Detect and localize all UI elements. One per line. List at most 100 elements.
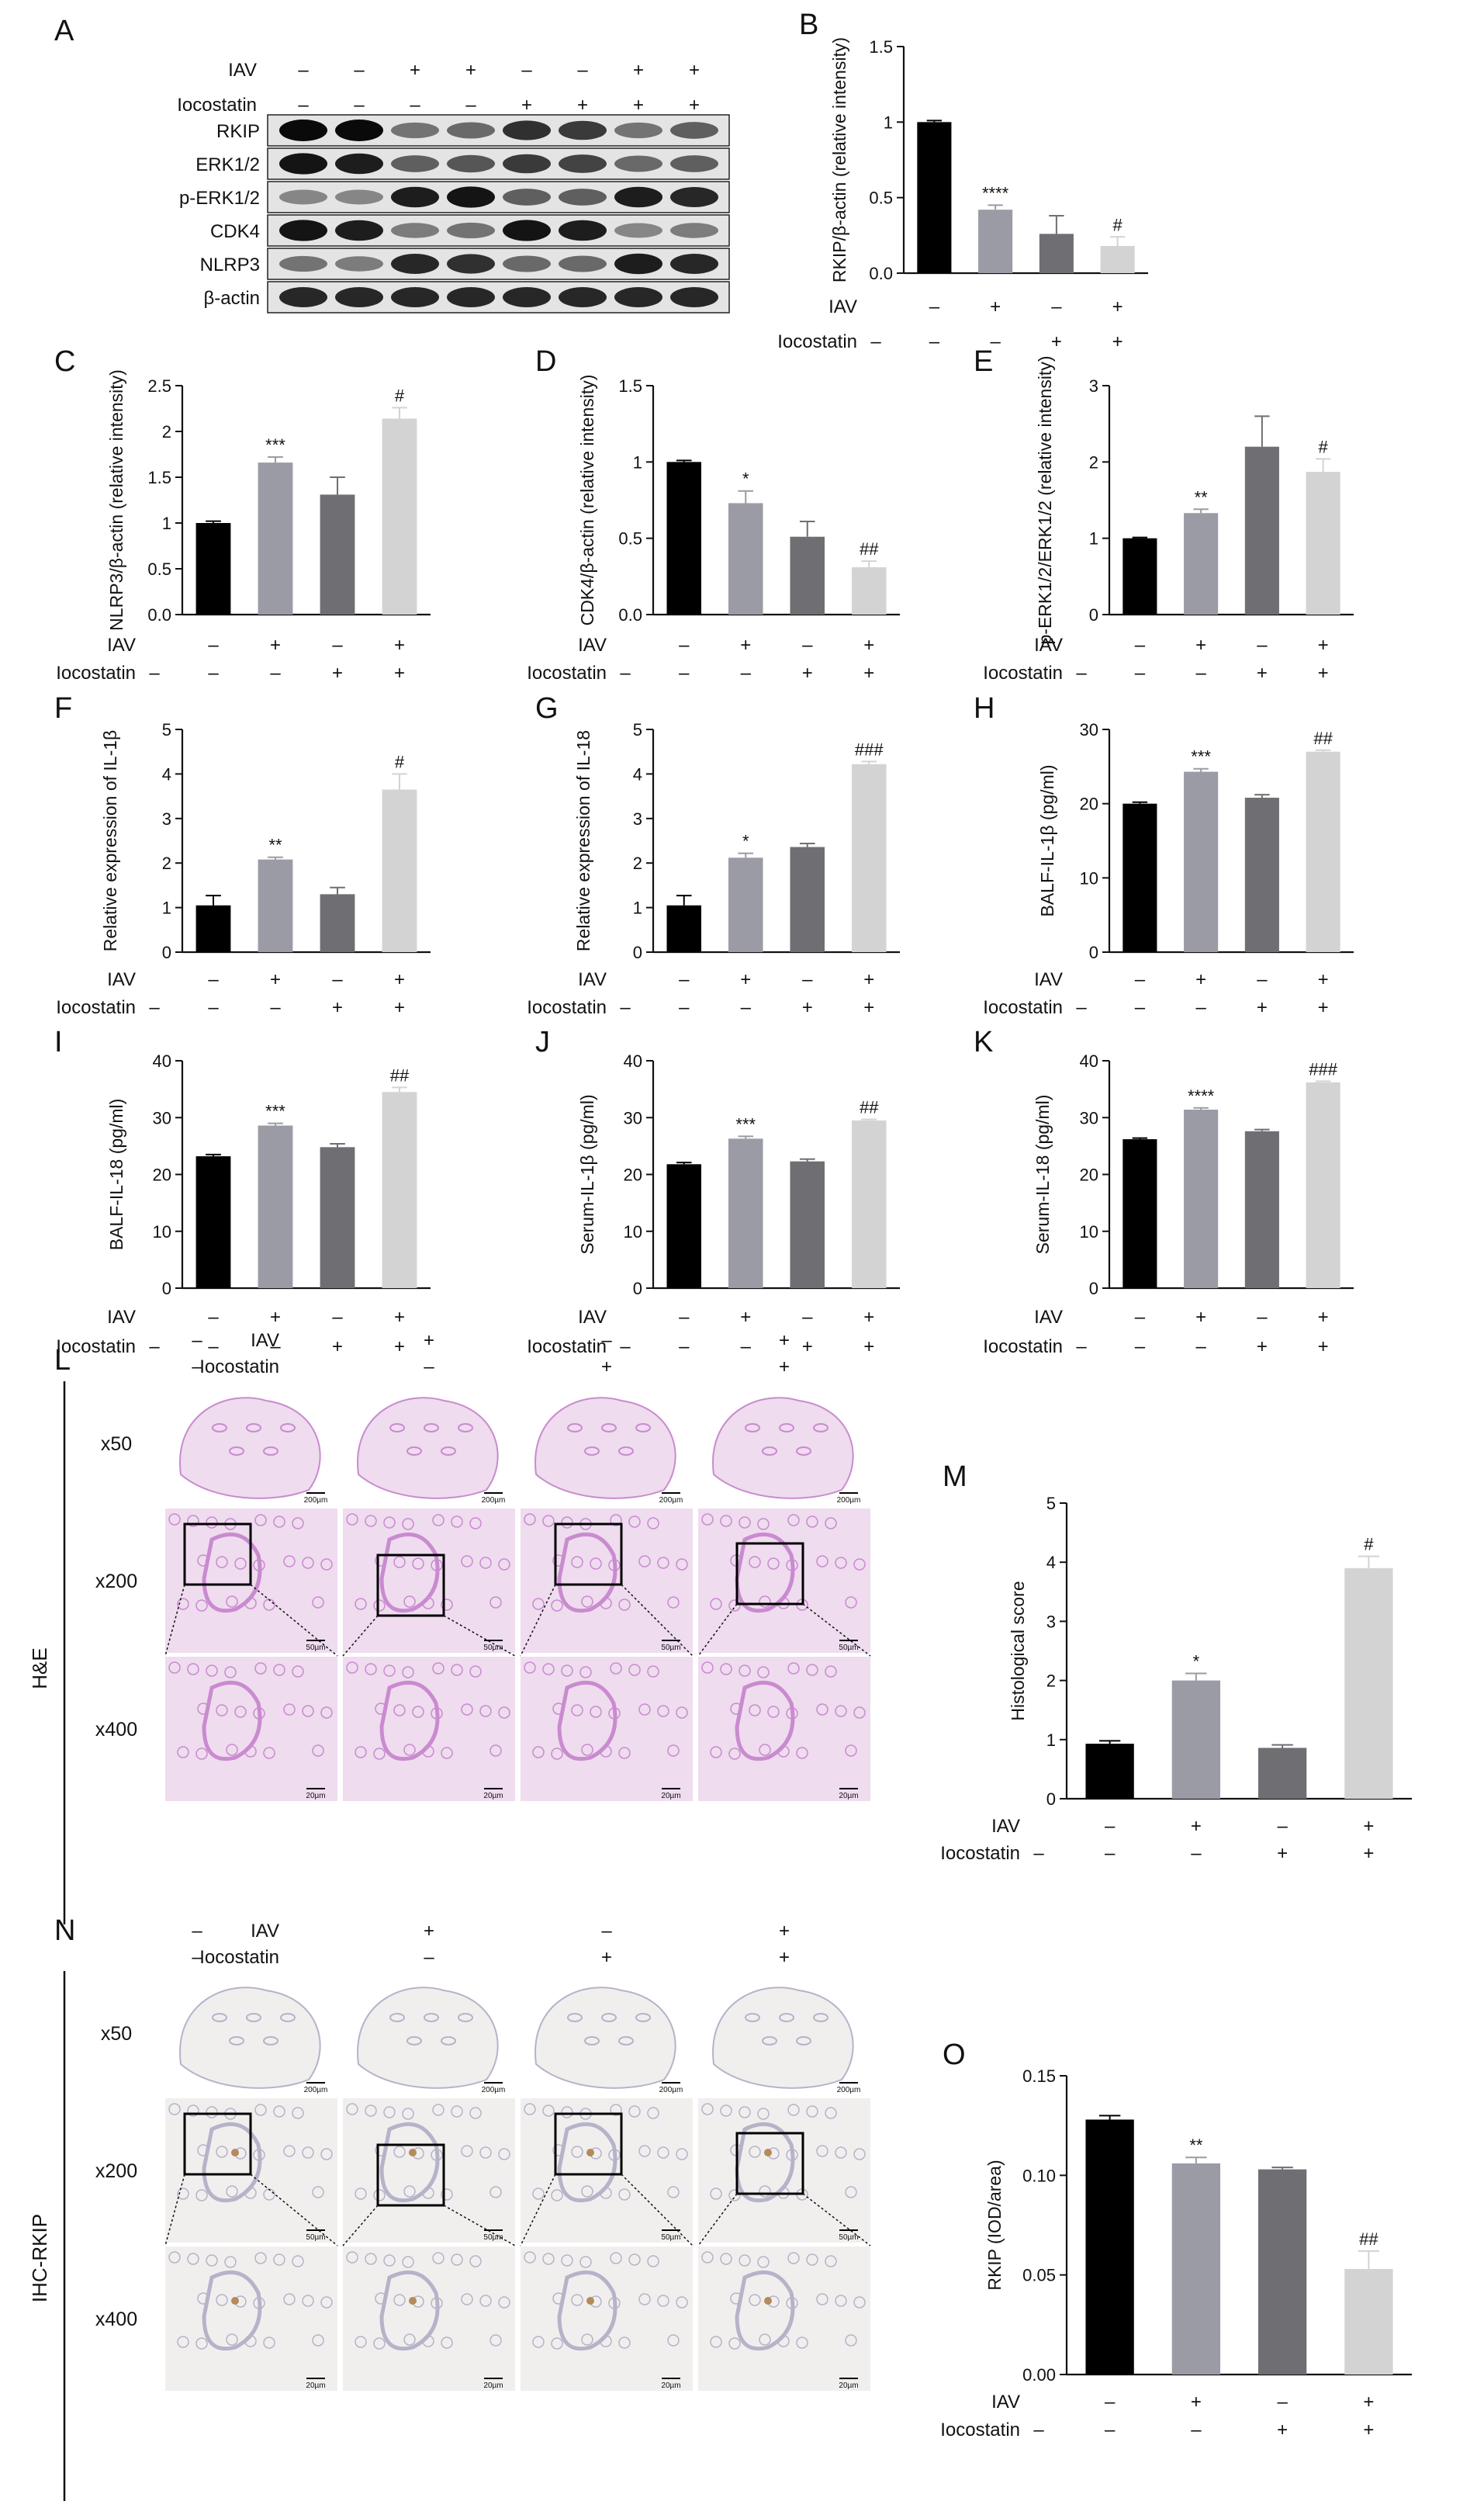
iocostatin-sign: + [1257, 663, 1268, 684]
alveolus [825, 1517, 837, 1529]
blot-band [335, 287, 383, 307]
alveolus [273, 2253, 285, 2266]
alveolus [628, 1515, 641, 1528]
zoom-guide [697, 2193, 738, 2246]
bar [851, 764, 887, 952]
alveolus [432, 2104, 445, 2116]
significance-marker: ** [1195, 487, 1209, 507]
iav-sign: + [1195, 969, 1206, 990]
panel-label-o: O [943, 2039, 966, 2071]
alveolus [551, 1599, 563, 1612]
panel-label-j: J [535, 1026, 550, 1058]
iav-sign: – [679, 1307, 690, 1328]
micrograph: 20µm [343, 2246, 515, 2391]
alveolus [451, 1515, 463, 1528]
iav-sign: + [270, 1307, 281, 1328]
alveolus [187, 2104, 199, 2117]
blot-band [559, 287, 607, 307]
alveolus [441, 1747, 453, 1759]
y-tick-label: 40 [1080, 1051, 1098, 1071]
panel-label-g: G [535, 692, 559, 725]
bar [1244, 1131, 1279, 1288]
alveolus [825, 2255, 837, 2267]
alveolus [835, 2146, 847, 2159]
micrograph-background [698, 2098, 870, 2243]
iav-sign: + [1318, 635, 1329, 656]
blot-iav-sign: + [633, 60, 644, 81]
y-tick-label: 1.5 [869, 37, 893, 57]
y-tick-label: 2 [162, 422, 171, 442]
iocostatin-row-label: Iocostatin [940, 1843, 1020, 1864]
iocostatin-row-label: Iocostatin [527, 663, 607, 684]
blot-band [391, 223, 439, 238]
alveolus [403, 1744, 416, 1756]
iav-row-label: IAV [578, 1307, 607, 1328]
iocostatin-sign: – [1135, 663, 1146, 684]
alveolus [720, 1515, 732, 1527]
alveolus [283, 2293, 296, 2305]
y-tick-label: 1.5 [147, 468, 171, 487]
alveolus [479, 1705, 492, 1717]
iav-row-label: IAV [251, 1330, 279, 1351]
bar [1306, 472, 1340, 615]
zoom-guide [164, 1584, 185, 1657]
alveolus [806, 1664, 818, 1676]
airway [458, 2013, 473, 2022]
iocostatin-lead-sign: – [870, 331, 881, 352]
alveolus [469, 2255, 482, 2267]
y-tick-label: 0 [1046, 1789, 1056, 1809]
iav-row-label: IAV [1034, 635, 1063, 656]
iocostatin-row-label: Iocostatin [983, 1336, 1063, 1357]
airway [263, 2036, 278, 2045]
alveolus [283, 1555, 296, 1567]
iav-sign: + [1363, 2392, 1374, 2413]
bar [1244, 446, 1279, 615]
significance-marker: # [395, 386, 405, 405]
alveolus [195, 1748, 208, 1760]
scale-bar-label: 200µm [482, 1496, 506, 1505]
bronchiole [202, 2270, 262, 2350]
iocostatin-lead-sign: – [149, 1336, 160, 1357]
y-tick-label: 20 [153, 1166, 171, 1185]
alveolus [845, 2334, 857, 2347]
magnification-label: x200 [95, 1571, 137, 1592]
alveolus [561, 1664, 573, 1677]
alveolus [383, 1664, 396, 1677]
micrograph: 50µm [697, 2098, 871, 2246]
alveolus [195, 1599, 208, 1612]
alveolus [618, 1747, 631, 1759]
micrograph-background [343, 2098, 515, 2243]
iocostatin-row-label: Iocostatin [56, 997, 136, 1018]
iocostatin-sign: + [802, 997, 813, 1018]
y-tick-label: 0.00 [1022, 2365, 1056, 2385]
alveolus [728, 1748, 741, 1760]
iav-row-label: IAV [991, 1816, 1020, 1837]
magnification-label: x200 [95, 2160, 137, 2182]
alveolus [383, 2106, 396, 2118]
alveolus [551, 2189, 563, 2201]
micrograph: 200µm [165, 1381, 337, 1505]
alveolus [561, 2106, 573, 2118]
iav-sign: + [990, 296, 1001, 317]
airway [635, 1423, 651, 1432]
iocostatin-sign: – [679, 1336, 690, 1357]
micrograph: 20µm [698, 1657, 870, 1801]
scale-bar-label: 20µm [483, 1792, 503, 1800]
lung-section [179, 1397, 321, 1499]
bar [1171, 2163, 1221, 2375]
airway [779, 1423, 794, 1432]
alveolus [749, 1704, 761, 1716]
iav-row-label: IAV [578, 635, 607, 656]
alveolus [647, 2107, 659, 2119]
alveolus [853, 2148, 866, 2160]
iocostatin-sign: + [332, 997, 343, 1018]
positive-stain [409, 2149, 417, 2156]
iocostatin-lead-sign: – [620, 997, 631, 1018]
alveolus [393, 1556, 406, 1568]
blot-protein-label: NLRP3 [200, 255, 260, 275]
bronchiole [379, 1532, 440, 1612]
iav-sign: – [1257, 635, 1268, 656]
alveolus [610, 2104, 622, 2116]
chart-k: 0 10 20 30 40 Serum-IL-18 (pg/ml) **** ### IAV Io… [983, 1051, 1354, 1357]
significance-marker: # [1319, 437, 1329, 456]
